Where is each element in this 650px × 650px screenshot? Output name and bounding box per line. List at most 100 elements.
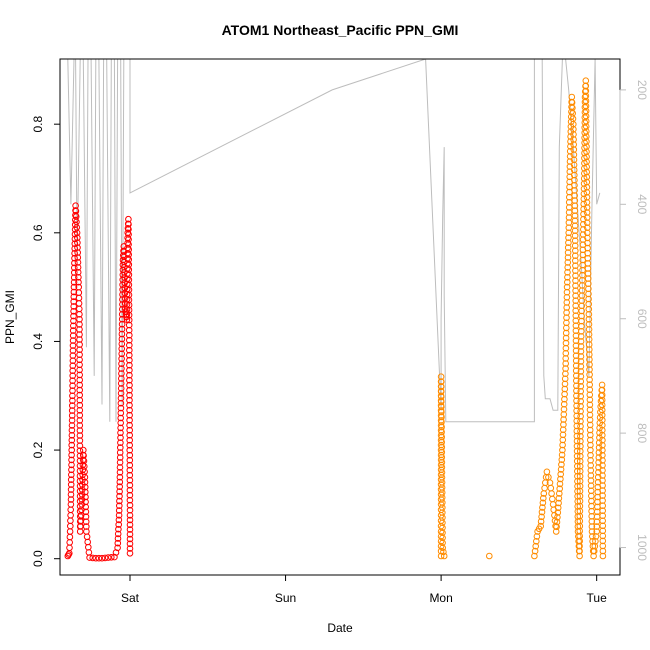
data-point: [68, 417, 76, 424]
series-layer: [64, 77, 607, 562]
data-point: [580, 226, 587, 233]
data-point: [79, 461, 87, 469]
data-point: [556, 480, 564, 488]
data-point: [549, 495, 556, 503]
data-point: [74, 269, 82, 276]
data-point: [114, 530, 122, 538]
data-point: [576, 502, 584, 510]
data-point: [437, 538, 445, 545]
data-point: [586, 371, 593, 378]
data-point: [82, 508, 90, 516]
y-tick-label: 0.6: [31, 224, 45, 241]
data-point: [119, 281, 126, 289]
data-point: [126, 366, 133, 374]
data-point: [587, 462, 595, 469]
data-point: [568, 108, 575, 116]
data-point: [79, 466, 87, 474]
data-point: [573, 427, 581, 435]
data-point: [564, 269, 571, 276]
data-point: [558, 461, 565, 468]
data-point: [126, 471, 134, 479]
data-point: [126, 550, 134, 557]
data-point: [564, 259, 572, 266]
data-point: [571, 237, 579, 244]
data-point: [586, 411, 594, 419]
data-point: [554, 504, 562, 512]
data-point: [572, 272, 579, 280]
data-point: [118, 335, 126, 343]
data-point: [576, 497, 584, 505]
data-point: [586, 391, 594, 399]
data-point: [69, 397, 76, 405]
data-point: [597, 403, 605, 410]
data-point: [576, 487, 584, 495]
data-point: [117, 385, 125, 392]
data-point: [583, 189, 591, 196]
data-point: [576, 467, 584, 475]
data-point: [125, 276, 133, 284]
data-point: [115, 525, 122, 533]
data-point: [583, 153, 590, 161]
data-point: [74, 234, 81, 241]
data-point: [76, 321, 83, 328]
data-point: [70, 303, 77, 310]
data-point: [126, 481, 134, 489]
data-point: [75, 274, 82, 281]
data-point: [555, 499, 562, 507]
data-point: [76, 407, 84, 414]
data-point: [438, 454, 446, 461]
data-point: [114, 535, 122, 542]
data-point: [586, 426, 594, 434]
data-point: [576, 492, 584, 500]
data-point: [439, 544, 447, 552]
data-point: [438, 484, 446, 491]
data-point: [438, 474, 446, 481]
data-point: [573, 437, 581, 445]
data-point: [437, 542, 445, 550]
data-point: [570, 136, 577, 143]
data-point: [574, 478, 581, 485]
data-point: [581, 98, 589, 106]
data-point: [118, 330, 126, 338]
data-point: [553, 518, 561, 526]
data-point: [577, 452, 584, 460]
data-point: [119, 301, 126, 308]
data-point: [126, 506, 134, 514]
data-point: [573, 402, 580, 410]
depth-line-layer: [67, 59, 601, 423]
data-point: [554, 514, 561, 521]
data-point: [571, 232, 579, 239]
data-point: [126, 545, 134, 552]
data-point: [571, 202, 579, 209]
data-point: [586, 396, 594, 404]
data-point: [599, 492, 606, 499]
data-point: [74, 254, 82, 261]
data-point: [117, 414, 124, 422]
data-point: [541, 484, 548, 492]
data-point: [115, 507, 123, 514]
data-point: [118, 370, 125, 377]
x-axis: Sat Sun Mon Tue: [121, 574, 607, 605]
data-point: [76, 341, 83, 348]
data-point: [116, 492, 123, 500]
data-point: [126, 476, 134, 484]
data-point: [587, 436, 594, 444]
data-point: [552, 528, 560, 535]
data-point: [68, 432, 76, 439]
data-point: [576, 512, 584, 520]
data-point: [126, 436, 133, 444]
data-point: [586, 416, 594, 424]
data-point: [126, 361, 133, 369]
data-point: [585, 331, 593, 338]
data-point: [577, 413, 584, 420]
data-point: [68, 436, 76, 444]
data-point: [126, 531, 134, 538]
data-point: [117, 424, 124, 432]
data-point: [577, 437, 584, 445]
data-point: [599, 416, 606, 424]
data-point: [577, 398, 585, 405]
data-point: [118, 325, 126, 333]
data-point: [70, 279, 78, 286]
data-point: [116, 478, 124, 486]
data-point: [438, 433, 446, 441]
